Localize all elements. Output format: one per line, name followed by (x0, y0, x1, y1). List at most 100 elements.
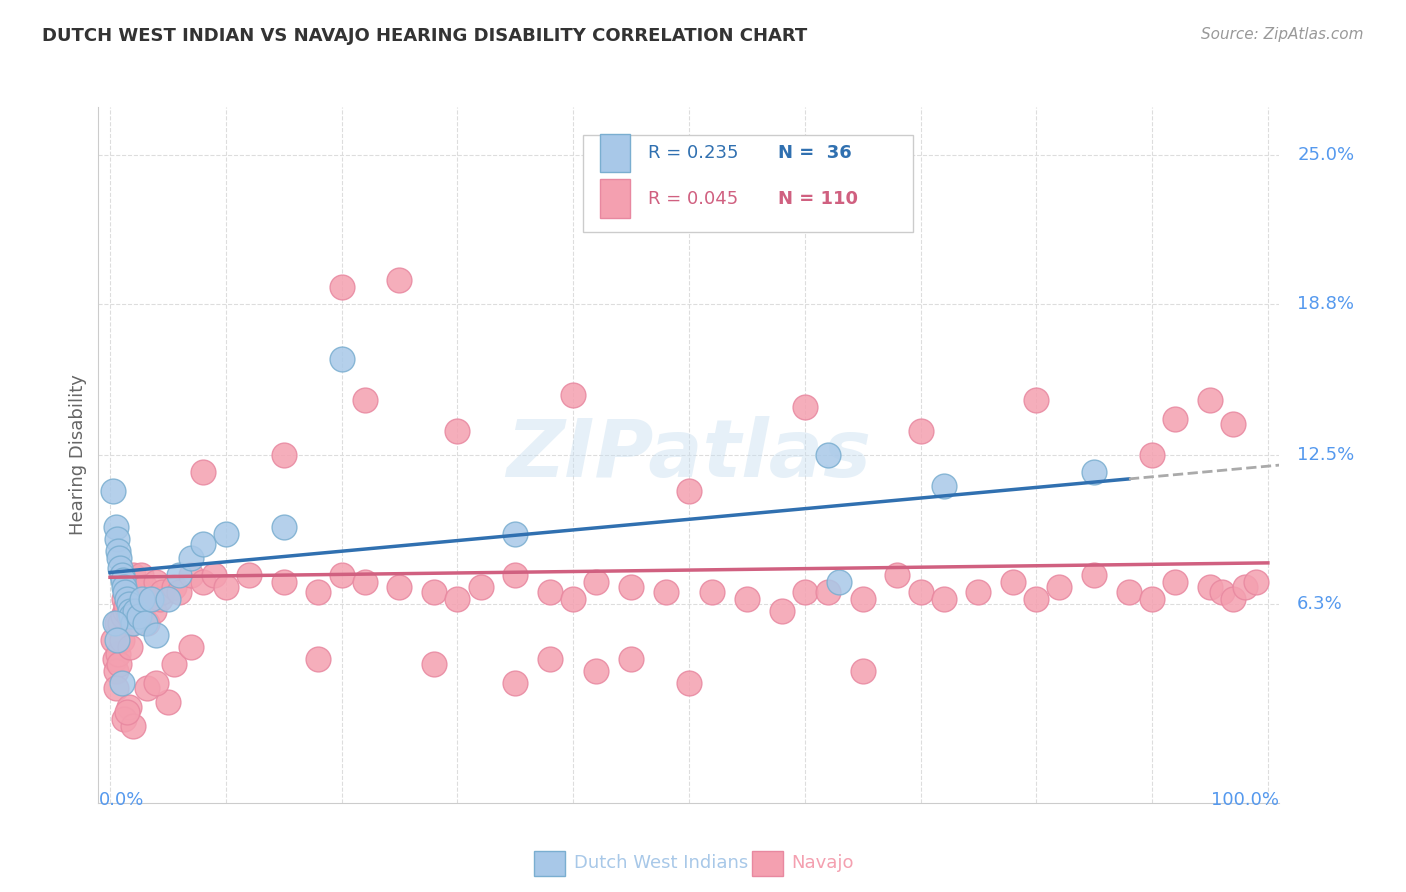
Point (131, 604, 153, 618)
Point (353, 392, 375, 407)
Text: 0.0%: 0.0% (98, 791, 143, 809)
Point (118, 604, 141, 618)
Point (202, 567, 225, 582)
Point (655, 584, 678, 599)
Point (353, 575, 375, 590)
Point (169, 584, 191, 599)
Point (112, 580, 135, 594)
Point (1233, 580, 1256, 594)
Point (503, 567, 526, 582)
Point (1002, 575, 1025, 590)
Point (620, 652, 643, 666)
Point (1025, 591, 1047, 606)
Point (110, 676, 132, 690)
Point (108, 551, 131, 566)
Point (180, 640, 202, 654)
Point (330, 567, 353, 582)
Point (117, 699, 139, 714)
Point (503, 676, 526, 690)
Point (770, 604, 793, 618)
Point (134, 615, 156, 630)
Point (103, 632, 125, 647)
Point (104, 615, 127, 630)
Point (678, 483, 700, 498)
Point (1164, 412, 1187, 426)
Point (423, 657, 446, 671)
Point (124, 604, 146, 618)
Point (105, 532, 128, 546)
FancyBboxPatch shape (582, 135, 914, 232)
Text: N =  36: N = 36 (778, 144, 851, 161)
Point (330, 280, 353, 294)
Point (191, 465, 214, 479)
FancyBboxPatch shape (600, 134, 630, 172)
Point (104, 664, 127, 678)
Text: Source: ZipAtlas.com: Source: ZipAtlas.com (1201, 27, 1364, 42)
Point (118, 640, 141, 654)
Point (388, 273, 411, 287)
Point (117, 591, 139, 606)
Point (156, 695, 179, 709)
Point (1118, 584, 1140, 599)
Point (932, 591, 955, 606)
Point (149, 591, 172, 606)
Text: ZIPatlas: ZIPatlas (506, 416, 872, 494)
Point (1049, 580, 1071, 594)
Point (107, 647, 129, 661)
Point (163, 580, 186, 594)
Point (128, 608, 150, 623)
Point (104, 652, 127, 666)
Point (145, 628, 167, 642)
Point (143, 604, 166, 618)
Point (1199, 392, 1222, 407)
Point (107, 544, 129, 558)
Point (111, 573, 134, 587)
Text: 25.0%: 25.0% (1298, 146, 1354, 164)
Point (620, 580, 643, 594)
Text: Dutch West Indians: Dutch West Indians (574, 855, 748, 872)
Point (122, 615, 145, 630)
Point (112, 712, 135, 726)
Point (330, 351, 353, 366)
Point (145, 575, 167, 590)
Point (122, 719, 145, 733)
Point (105, 615, 128, 630)
Point (121, 615, 143, 630)
Point (852, 591, 875, 606)
Point (503, 527, 526, 541)
Point (105, 632, 128, 647)
Point (120, 584, 142, 599)
Point (191, 575, 214, 590)
Point (1083, 465, 1105, 479)
Point (1025, 392, 1047, 407)
Text: DUTCH WEST INDIAN VS NAVAJO HEARING DISABILITY CORRELATION CHART: DUTCH WEST INDIAN VS NAVAJO HEARING DISA… (42, 27, 807, 45)
Point (215, 527, 238, 541)
Point (538, 652, 561, 666)
Point (156, 591, 179, 606)
Point (139, 591, 162, 606)
Point (585, 664, 607, 678)
Point (134, 580, 156, 594)
Point (967, 584, 990, 599)
Point (114, 604, 136, 618)
Point (910, 584, 932, 599)
Point (538, 584, 561, 599)
FancyBboxPatch shape (600, 179, 630, 218)
Point (111, 608, 134, 623)
Point (104, 520, 127, 534)
Point (678, 676, 700, 690)
Point (585, 575, 607, 590)
Point (446, 591, 468, 606)
Point (1164, 575, 1187, 590)
Point (191, 537, 214, 551)
Point (1222, 417, 1244, 431)
Point (1222, 591, 1244, 606)
Point (180, 567, 202, 582)
Point (120, 608, 142, 623)
Point (1140, 591, 1163, 606)
Point (110, 567, 132, 582)
Text: 6.3%: 6.3% (1298, 595, 1343, 613)
Point (793, 584, 815, 599)
Point (932, 479, 955, 493)
Point (215, 580, 238, 594)
